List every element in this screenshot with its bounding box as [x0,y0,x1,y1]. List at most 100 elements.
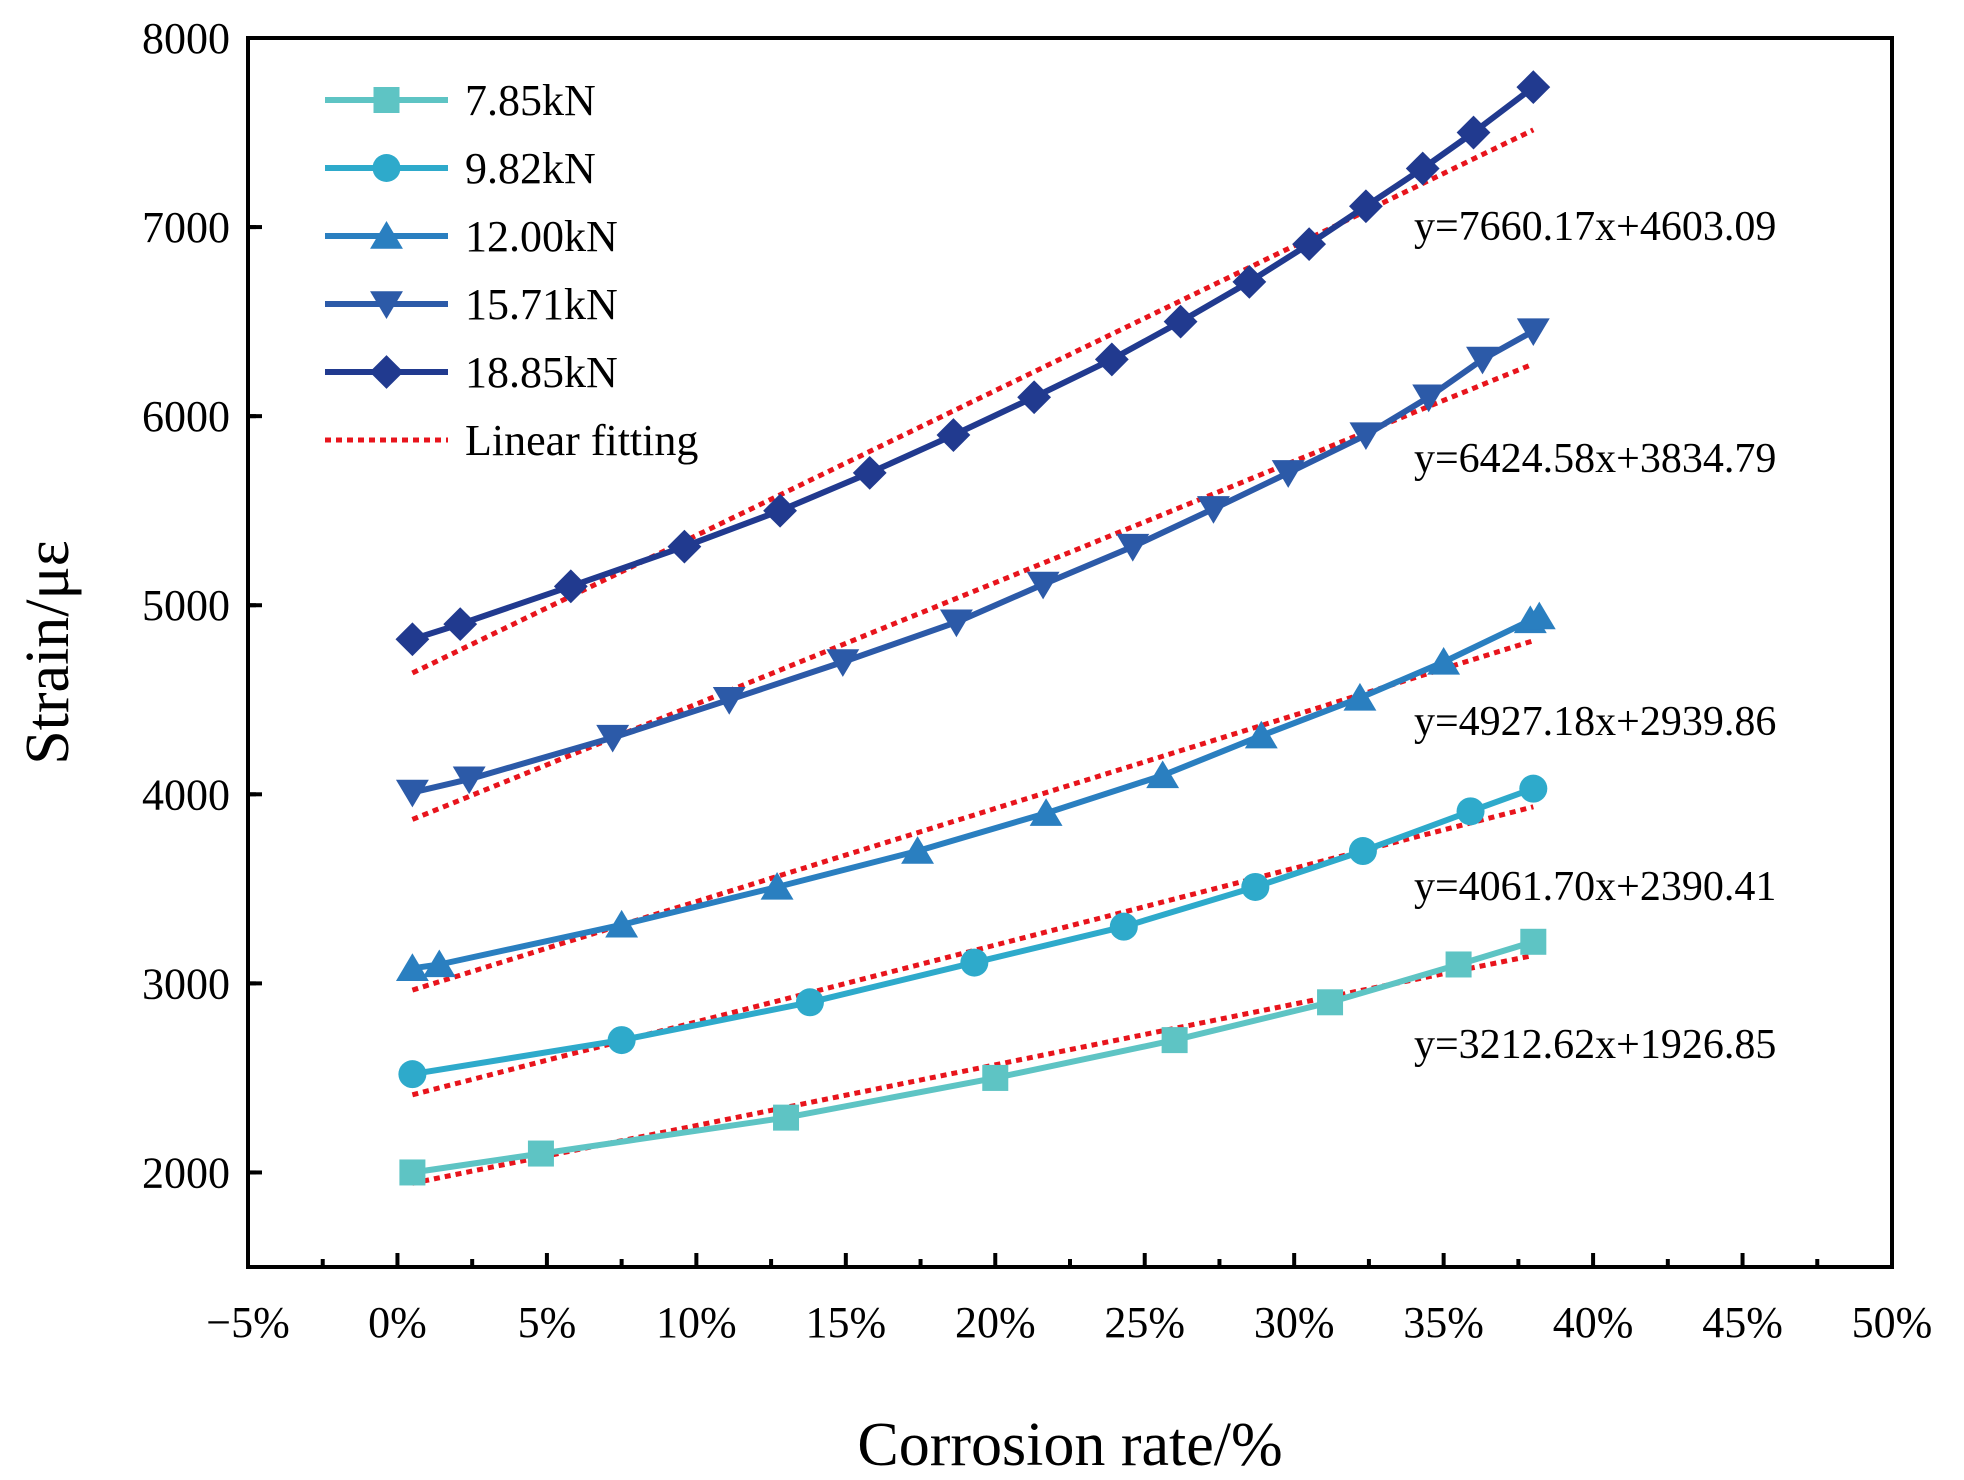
x-tick-label: 30% [1254,1298,1335,1347]
y-tick-label: 2000 [142,1148,230,1197]
x-tick-label: 20% [955,1298,1036,1347]
legend-marker [370,291,403,319]
x-tick-label: 50% [1852,1298,1933,1347]
fit-equation-label: y=3212.62x+1926.85 [1414,1022,1776,1068]
data-point [1466,346,1499,375]
data-point [422,949,456,978]
x-axis: −5% 0% 5% 10% 15% 20% 25% 30% 35% 40% 45% 50% [206,1253,1932,1347]
data-point [936,418,971,452]
data-point [553,569,588,604]
x-tick-label: 25% [1104,1298,1185,1347]
data-point [1349,422,1383,451]
legend-label: 12.00kN [465,212,618,261]
data-point [1029,798,1063,826]
data-point [1271,460,1305,488]
data-point [607,1026,636,1055]
series-line [411,613,1541,972]
fit-line [411,638,1535,993]
data-point [1516,70,1551,105]
data-point [605,909,639,938]
data-point [1349,189,1383,224]
data-point [1445,951,1472,978]
data-point [443,607,478,642]
x-tick-label: 0% [368,1298,427,1347]
data-point [667,529,702,564]
y-axis: 2000 3000 4000 5000 6000 7000 8000 [142,14,262,1197]
data-point [1348,837,1377,866]
y-axis-title: Strain/με [14,540,82,765]
data-point [1244,720,1278,749]
x-tick-label: 15% [805,1298,886,1347]
legend-marker [369,355,404,389]
data-point [1343,682,1377,711]
data-point [1017,380,1052,415]
data-point [1292,227,1327,261]
data-point [1519,774,1548,803]
data-point [395,622,430,657]
data-point [527,1140,554,1167]
x-tick-label: 45% [1702,1298,1783,1347]
data-point [452,766,486,795]
legend-label: 18.85kN [465,348,618,397]
data-point [1163,304,1198,339]
data-point [395,779,429,808]
data-point [1241,872,1270,901]
data-point [1456,797,1485,826]
x-axis-title: Corrosion rate/% [857,1411,1282,1479]
data-point [763,493,797,528]
legend-label-fit: Linear fitting [465,416,698,465]
y-tick-label: 6000 [142,392,230,441]
data-point [1116,533,1150,562]
data-point [1520,928,1547,955]
data-point [399,1159,426,1186]
x-tick-label: −5% [206,1298,289,1347]
y-tick-label: 7000 [142,203,230,252]
data-point [852,455,887,490]
x-tick-label: 35% [1403,1298,1484,1347]
data-point [1232,265,1267,299]
legend-label: 9.82kN [465,144,596,193]
data-point [795,988,824,1017]
data-point [1405,151,1440,186]
legend-label: 7.85kN [465,76,596,125]
data-point [1161,1027,1188,1054]
data-point [1427,647,1461,675]
legend-marker [372,154,401,182]
data-point [1109,912,1138,941]
data-point [773,1104,800,1131]
data-point [398,1060,427,1089]
data-point [1516,318,1550,347]
data-point [1197,496,1230,524]
x-tick-label: 5% [518,1298,577,1347]
fit-equation-label: y=6424.58x+3834.79 [1414,436,1776,482]
data-point [1317,989,1344,1016]
fit-equation-label: y=7660.17x+4603.09 [1414,204,1776,250]
y-tick-label: 4000 [142,770,230,819]
legend-label: 15.71kN [465,280,618,329]
legend: 7.85kN 9.82kN 12.00kN 15.71kN 18.85kN Linear … [325,76,698,465]
data-point [1412,384,1446,413]
y-tick-label: 3000 [142,959,230,1008]
fit-equation-label: y=4927.18x+2939.86 [1414,699,1776,745]
data-point [1522,601,1556,630]
data-point [901,836,935,864]
data-point [960,948,989,977]
data-point [1094,342,1129,377]
data-point [982,1064,1009,1091]
fit-line [411,804,1534,1098]
equation-labels: y=3212.62x+1926.85 y=4061.70x+2390.41 y=49… [1414,204,1776,1068]
data-point [596,724,630,753]
data-point [760,872,794,900]
data-point [1146,760,1180,789]
series-line [411,84,1536,643]
legend-marker [373,87,400,113]
series-lines [395,70,1556,1186]
x-tick-label: 10% [656,1298,737,1347]
data-point [395,953,429,981]
legend-marker [370,221,403,249]
series-line [411,938,1535,1176]
x-tick-label: 40% [1553,1298,1634,1347]
data-point [826,649,860,677]
data-point [1456,115,1491,150]
